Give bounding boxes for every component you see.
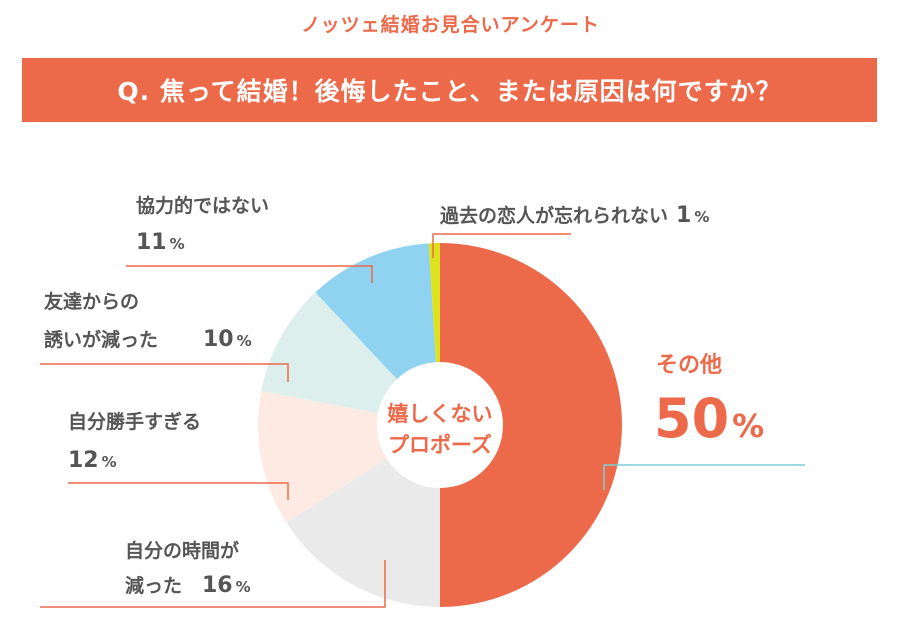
slice-4 — [261, 292, 397, 414]
label-friends-name-2: 誘いが減った — [44, 328, 158, 351]
slice-5 — [315, 243, 437, 380]
label-friends-value: 10% — [203, 327, 252, 352]
leader-line-1 — [603, 464, 805, 490]
slice-1 — [440, 243, 622, 607]
question-banner: Q. 焦って結婚！後悔したこと、または原因は何ですか？ — [22, 58, 877, 122]
label-other-value: 50% — [654, 387, 764, 450]
leader-line-4 — [40, 363, 289, 382]
label-friends-name-1: 友達からの — [44, 290, 139, 313]
leader-line-3 — [68, 482, 289, 500]
label-free-time-name-2: 減った — [125, 574, 182, 597]
center-label-line1: 嬉しくない — [388, 402, 493, 426]
slice-3 — [258, 390, 387, 523]
survey-title: ノッツェ結婚お見合いアンケート — [301, 14, 600, 36]
leader-line-2 — [40, 560, 386, 608]
center-label-line2: プロポーズ — [388, 433, 492, 457]
leader-line-6 — [432, 233, 571, 258]
label-selfish-value: 12% — [68, 448, 117, 473]
slice-6 — [428, 243, 440, 363]
label-other-name: その他 — [656, 353, 722, 378]
label-ex-partner-value: 1% — [676, 203, 709, 228]
label-selfish-name: 自分勝手すぎる — [68, 410, 201, 433]
center-label: 嬉しくない プロポーズ — [388, 402, 493, 457]
label-free-time-name-1: 自分の時間が — [125, 539, 239, 562]
label-free-time-value: 16% — [202, 573, 251, 598]
label-uncooperative-value: 11% — [136, 230, 185, 255]
label-ex-partner-name: 過去の恋人が忘れられない — [440, 204, 668, 227]
label-uncooperative-name: 協力的ではない — [136, 194, 269, 217]
slice-2 — [286, 458, 440, 607]
leader-line-5 — [126, 265, 373, 283]
